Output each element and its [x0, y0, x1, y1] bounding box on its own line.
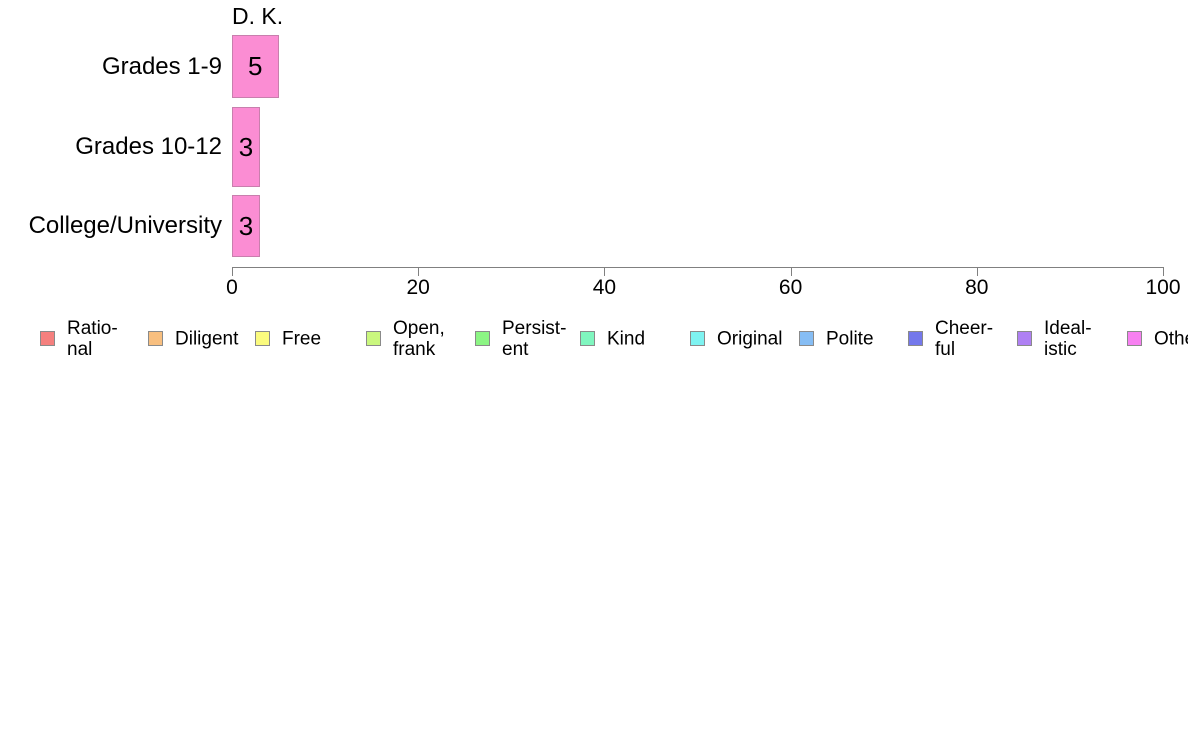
- category-label: Grades 10-12: [75, 133, 222, 160]
- x-axis-tick-label: 0: [226, 276, 238, 299]
- x-axis-tick-label: 80: [965, 276, 989, 299]
- legend-swatch-persistent: [475, 331, 490, 346]
- x-axis-tick-label: 100: [1145, 276, 1181, 299]
- legend-label-free: Free: [282, 328, 322, 350]
- legend-swatch-diligent: [148, 331, 163, 346]
- legend-label-cheerful: Cheer- ful: [935, 318, 994, 360]
- bar-value-label: 3: [238, 210, 254, 241]
- bar-3: 3: [232, 195, 260, 257]
- bar-value-label: 3: [238, 131, 254, 162]
- x-axis-line: [232, 267, 1163, 268]
- legend-label-diligent: Diligent: [175, 328, 239, 350]
- legend-swatch-polite: [799, 331, 814, 346]
- legend-swatch-original: [690, 331, 705, 346]
- chart-title: D. K.: [232, 3, 284, 29]
- legend-swatch-open-frank: [366, 331, 381, 346]
- x-axis-tick: [232, 267, 233, 276]
- x-axis-tick: [1163, 267, 1164, 276]
- x-axis-tick-label: 60: [778, 276, 803, 299]
- legend-label-polite: Polite: [826, 328, 874, 350]
- legend-swatch-idealistic: [1017, 331, 1032, 346]
- x-axis-tick: [604, 267, 606, 276]
- legend-label-other: Other: [1154, 328, 1188, 350]
- legend-label-idealistic: Ideal- istic: [1044, 318, 1092, 360]
- legend-label-original: Original: [717, 328, 783, 350]
- legend-swatch-cheerful: [908, 331, 923, 346]
- x-axis-tick-label: 20: [406, 276, 430, 299]
- bar-1: 5: [232, 35, 279, 98]
- legend-swatch-rational: [40, 331, 55, 346]
- x-axis-tick: [976, 267, 978, 276]
- legend-label-rational: Ratio- nal: [67, 318, 118, 360]
- legend-swatch-free: [255, 331, 270, 346]
- legend-swatch-kind: [580, 331, 595, 346]
- x-axis-tick: [418, 267, 420, 276]
- bar-value-label: 5: [248, 51, 263, 81]
- category-label: Grades 1-9: [101, 52, 222, 80]
- legend-label-kind: Kind: [607, 328, 646, 350]
- x-axis-tick: [790, 267, 792, 276]
- category-label: College/University: [28, 212, 222, 239]
- x-axis-tick-label: 40: [592, 276, 617, 299]
- legend-swatch-other: [1127, 331, 1142, 346]
- legend-label-persistent: Persist- ent: [502, 318, 567, 360]
- bar-2: 3: [232, 107, 260, 187]
- legend-label-open-frank: Open, frank: [393, 318, 445, 360]
